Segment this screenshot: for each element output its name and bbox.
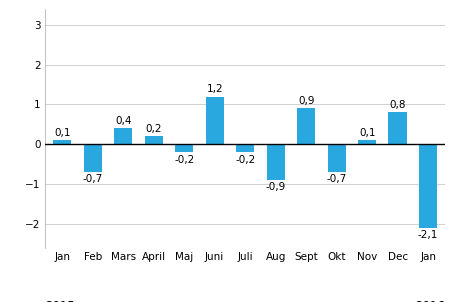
Text: -0,9: -0,9 xyxy=(266,182,286,192)
Bar xyxy=(114,128,132,144)
Text: -0,2: -0,2 xyxy=(174,155,194,165)
Bar xyxy=(175,144,193,152)
Text: 0,1: 0,1 xyxy=(54,128,70,138)
Bar xyxy=(389,112,407,144)
Bar xyxy=(144,136,163,144)
Text: -0,7: -0,7 xyxy=(83,175,103,185)
Bar xyxy=(358,140,376,144)
Bar xyxy=(419,144,437,228)
Text: 0,4: 0,4 xyxy=(115,116,131,126)
Bar xyxy=(327,144,346,172)
Bar xyxy=(236,144,254,152)
Bar xyxy=(297,108,316,144)
Text: 2015: 2015 xyxy=(45,300,75,302)
Text: 1,2: 1,2 xyxy=(207,84,223,94)
Bar xyxy=(84,144,102,172)
Text: 0,1: 0,1 xyxy=(359,128,375,138)
Text: 0,8: 0,8 xyxy=(390,100,406,110)
Text: 2016: 2016 xyxy=(415,300,445,302)
Bar xyxy=(206,97,224,144)
Text: 0,2: 0,2 xyxy=(145,124,162,134)
Text: -2,1: -2,1 xyxy=(418,230,438,240)
Bar xyxy=(53,140,71,144)
Bar xyxy=(266,144,285,180)
Text: 0,9: 0,9 xyxy=(298,96,315,106)
Text: -0,7: -0,7 xyxy=(326,175,347,185)
Text: -0,2: -0,2 xyxy=(235,155,255,165)
